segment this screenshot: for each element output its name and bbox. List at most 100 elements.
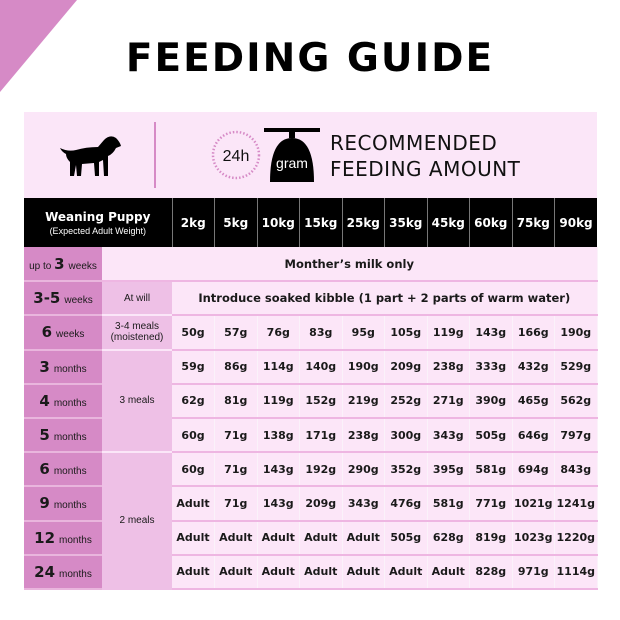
amount-cell: 71g	[214, 452, 258, 488]
header-weight: 75kg	[512, 198, 556, 247]
amount-cell: Adult	[214, 520, 258, 556]
amount-cell: 219g	[342, 383, 386, 419]
age-number: 4	[39, 391, 50, 410]
amount-cell: 390g	[469, 383, 513, 419]
age-cell: 12 months	[24, 520, 102, 556]
amount-cell: Adult	[299, 554, 343, 590]
amount-cell: 57g	[214, 315, 258, 351]
age-cell: 3 months	[24, 349, 102, 385]
amount-cell: 343g	[427, 417, 471, 454]
amount-cell: 971g	[512, 554, 556, 590]
amount-cell: Adult	[172, 554, 216, 590]
amount-cell: 209g	[384, 349, 428, 385]
age-cell: 6 weeks	[24, 315, 102, 351]
amount-cell: 190g	[554, 315, 598, 351]
amount-cell: 1114g	[554, 554, 598, 590]
age-unit: weeks	[68, 260, 97, 272]
table-row: 12 months Adult Adult Adult Adult Adult 505g 628…	[24, 520, 598, 556]
amount-cell: 529g	[554, 349, 598, 385]
amount-cell: 238g	[427, 349, 471, 385]
age-unit: months	[53, 466, 87, 478]
scale-gram-icon: gram	[264, 128, 320, 182]
amount-cell: 343g	[342, 486, 386, 522]
amount-cell: 190g	[342, 349, 386, 385]
table-row: 4 months 62g 81g 119g 152g 219g 252g 271g 390g 465…	[24, 383, 598, 419]
amount-cell: 105g	[384, 315, 428, 351]
amount-cell: Adult	[299, 520, 343, 556]
age-number: 9	[39, 494, 50, 513]
amount-cell: 771g	[469, 486, 513, 522]
amount-cell: 83g	[299, 315, 343, 351]
age-number: 3	[54, 254, 65, 273]
amount-cell: 71g	[214, 486, 258, 522]
amount-cell: 646g	[512, 417, 556, 454]
amount-cell: Adult	[257, 520, 301, 556]
age-number: 24	[34, 562, 56, 581]
amount-cell: 476g	[384, 486, 428, 522]
amount-cell: 171g	[299, 417, 343, 454]
table-row: 9 months Adult 71g 143g 209g 343g 476g 581g 771g 1…	[24, 486, 598, 522]
header-weight: 90kg	[554, 198, 598, 247]
amount-cell: 86g	[214, 349, 258, 385]
amount-cell: Adult	[384, 554, 428, 590]
divider	[154, 122, 156, 188]
amount-cell: 628g	[427, 520, 471, 556]
age-cell: 3-5 weeks	[24, 281, 102, 317]
amount-cell: 62g	[172, 383, 216, 419]
amount-cell: 60g	[172, 452, 216, 488]
header-weight: 5kg	[214, 198, 258, 247]
amount-cell: 143g	[257, 486, 301, 522]
svg-text:24h: 24h	[223, 148, 250, 165]
amount-cell: 71g	[214, 417, 258, 454]
clock-24h-icon: 24h	[211, 130, 261, 180]
amount-cell: 300g	[384, 417, 428, 454]
amount-cell: 76g	[257, 315, 301, 351]
age-cell: 9 months	[24, 486, 102, 522]
age-unit: months	[53, 397, 87, 409]
table-row: 24 months Adult Adult Adult Adult Adult Adult Ad…	[24, 554, 598, 590]
amount-cell: 465g	[512, 383, 556, 419]
amount-cell: 333g	[469, 349, 513, 385]
amount-cell: 95g	[342, 315, 386, 351]
page-title: FEEDING GUIDE	[125, 36, 495, 81]
age-unit: months	[53, 432, 87, 444]
amount-cell: 119g	[257, 383, 301, 419]
table-row: 3 months 3 meals 59g 86g 114g 140g 190g 209g 238g…	[24, 349, 598, 454]
age-cell: 24 months	[24, 554, 102, 590]
table-row: up to 3 weeks Monther’s milk only	[24, 247, 598, 283]
puppy-silhouette-icon	[60, 136, 121, 176]
amount-cell: 581g	[427, 486, 471, 522]
age-cell: 4 months	[24, 383, 102, 419]
amount-cell: 828g	[469, 554, 513, 590]
amount-cell: 140g	[299, 349, 343, 385]
header-weaning-puppy: Weaning Puppy (Expected Adult Weight)	[24, 198, 173, 247]
amount-cell: Adult	[342, 520, 386, 556]
amount-cell: 432g	[512, 349, 556, 385]
age-prefix: up to	[29, 260, 52, 272]
amount-cell: Adult	[172, 486, 216, 522]
svg-text:gram: gram	[276, 155, 308, 171]
header-weight: 45kg	[427, 198, 471, 247]
amount-cell: 143g	[469, 315, 513, 351]
header-weight: 25kg	[342, 198, 386, 247]
meals-cell: 3 meals	[102, 349, 173, 454]
span-note: Monther’s milk only	[102, 247, 598, 283]
amount-cell: 271g	[427, 383, 471, 419]
amount-cell: 1241g	[554, 486, 598, 522]
amount-cell: 119g	[427, 315, 471, 351]
age-unit: weeks	[56, 329, 85, 341]
amount-cell: 694g	[512, 452, 556, 488]
header-weight: 2kg	[172, 198, 216, 247]
amount-cell: 209g	[299, 486, 343, 522]
age-unit: weeks	[64, 295, 93, 307]
age-number: 6	[39, 460, 50, 479]
amount-cell: 505g	[469, 417, 513, 454]
age-number: 6	[41, 323, 53, 342]
amount-cell: 562g	[554, 383, 598, 419]
feeding-table: Weaning Puppy (Expected Adult Weight) 2k…	[24, 198, 598, 590]
heading-line-1: RECOMMENDED	[330, 131, 498, 155]
meals-cell: At will	[102, 281, 173, 317]
age-unit: months	[53, 500, 87, 512]
header-band: 24h gram RECOMMENDED FEEDING AMOUNT	[24, 112, 597, 198]
span-note: Introduce soaked kibble (1 part + 2 part…	[172, 281, 598, 317]
